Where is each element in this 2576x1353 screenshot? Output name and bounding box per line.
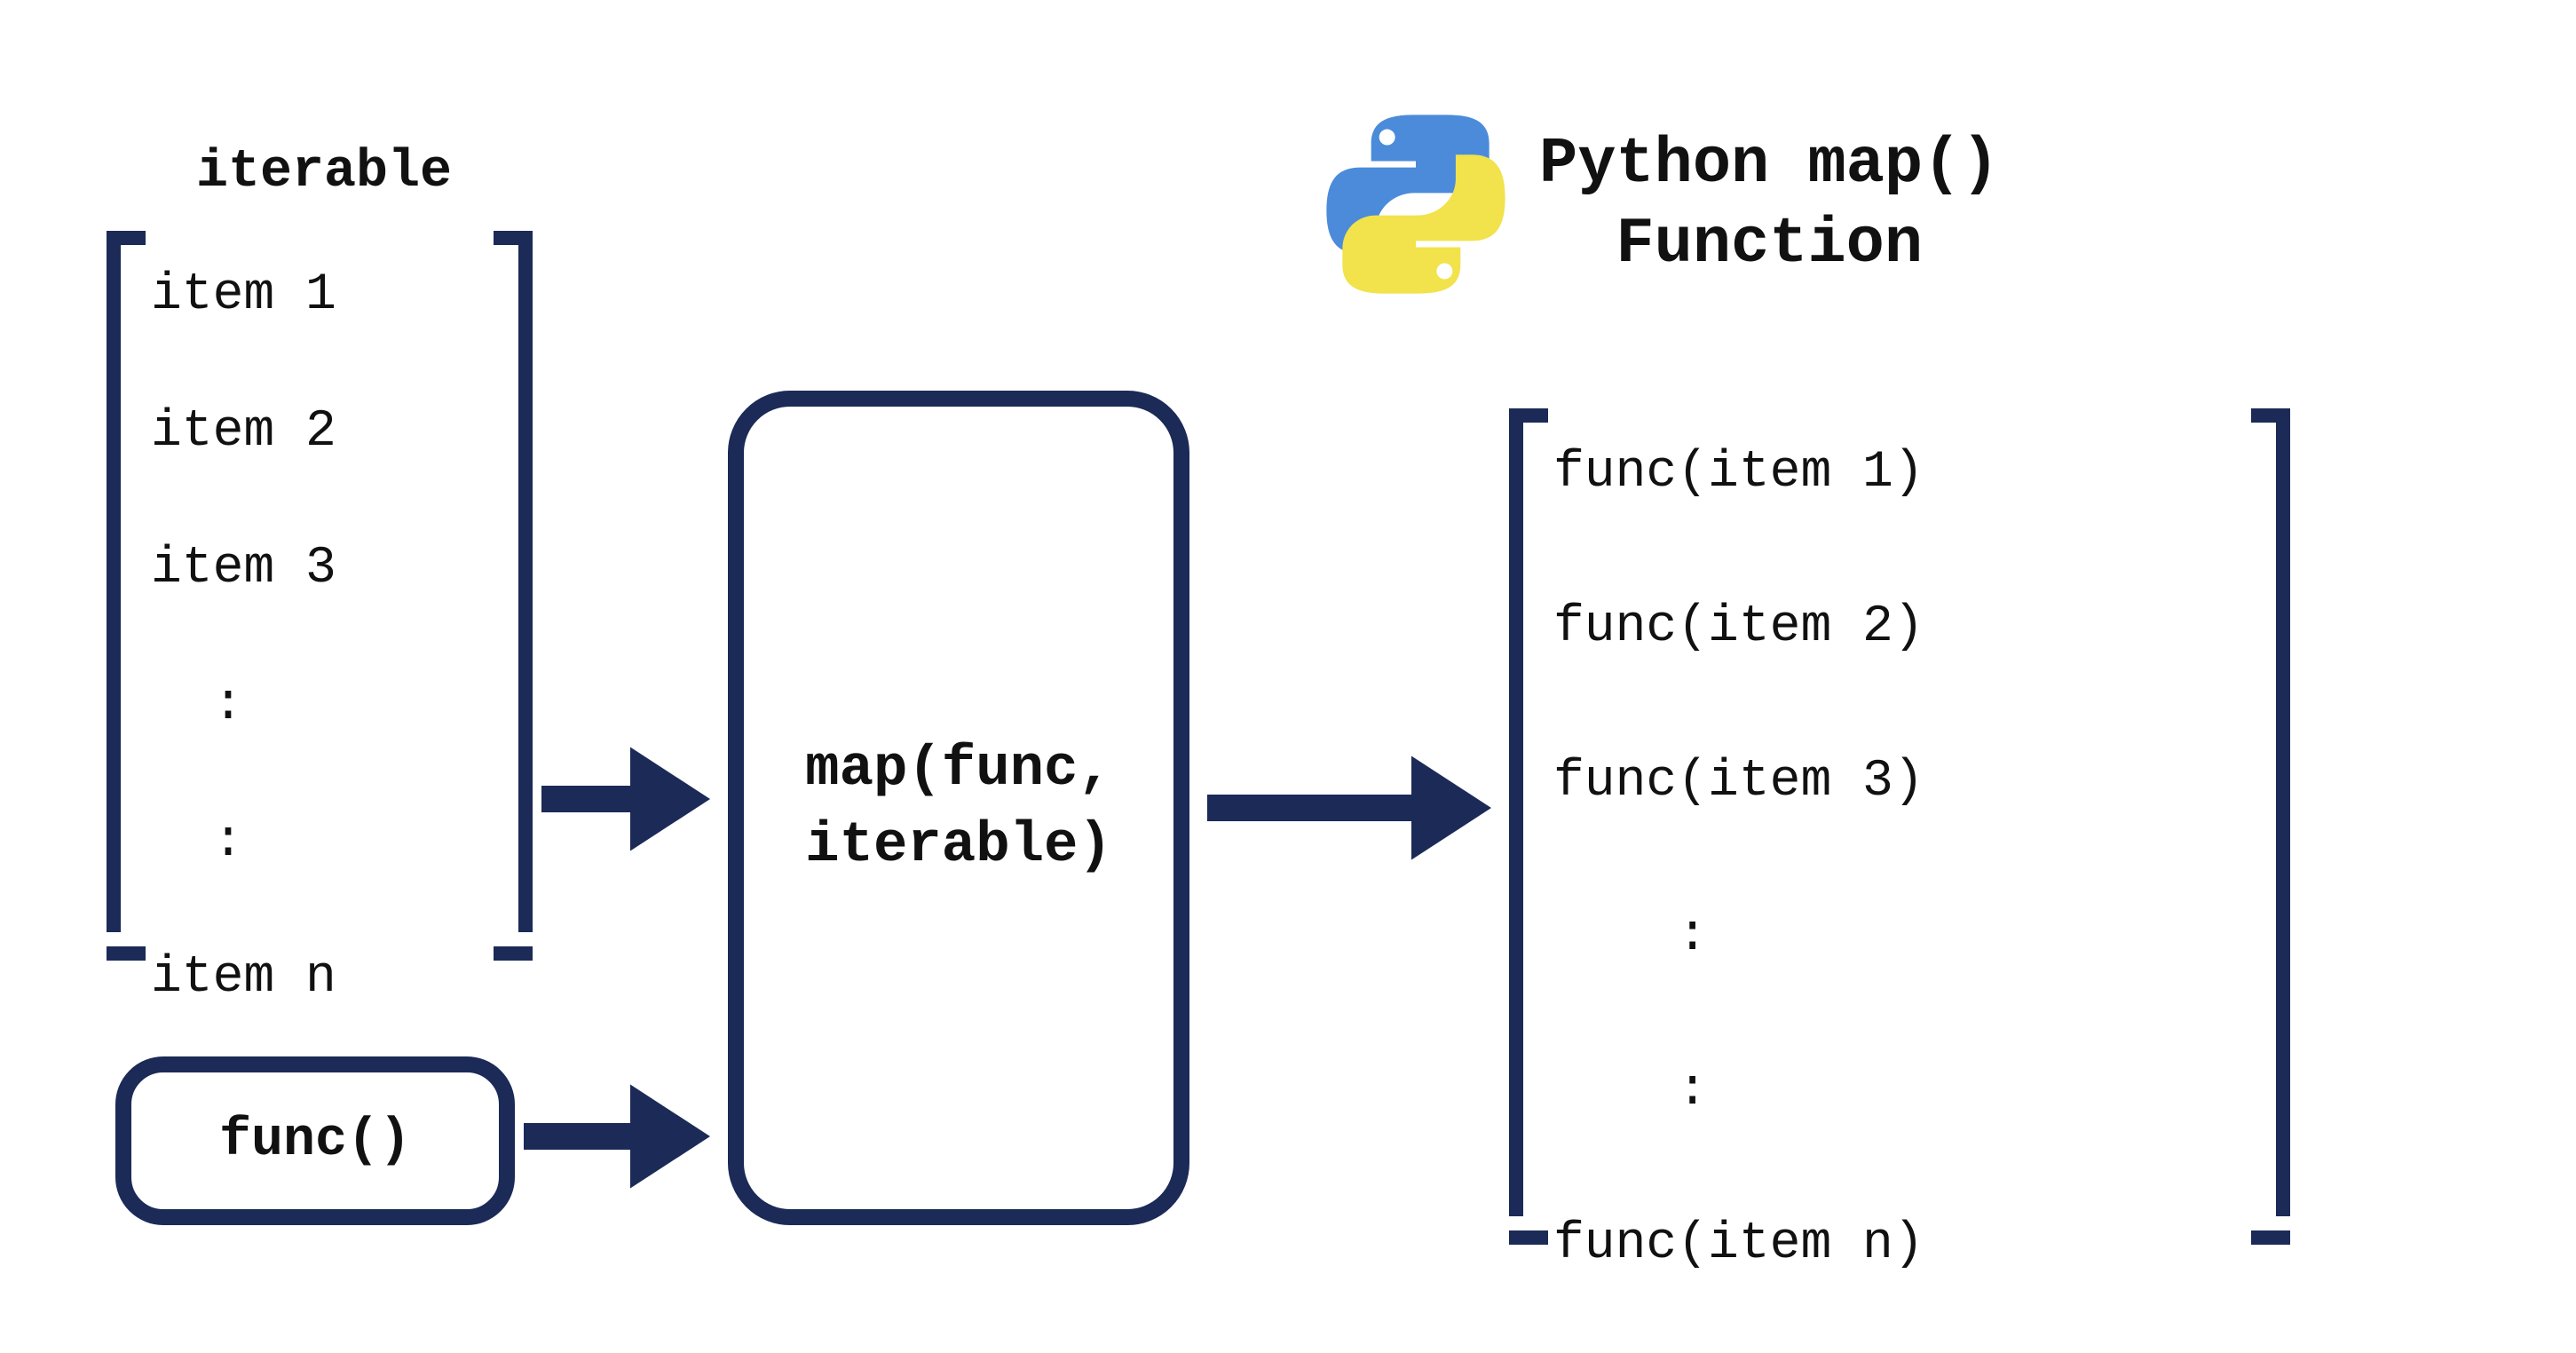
- result-item: func(item n): [1553, 1205, 2246, 1285]
- iterable-label: iterable: [169, 142, 479, 202]
- python-logo-icon: [1314, 102, 1518, 306]
- result-item: func(item 3): [1553, 742, 2246, 822]
- result-items: func(item 1) func(item 2) func(item 3) : :…: [1523, 408, 2276, 1309]
- diagram-title: Python map() Function: [1539, 124, 1999, 284]
- iterable-item: item n: [151, 938, 488, 1018]
- result-item: func(item 2): [1553, 588, 2246, 668]
- result-item: :: [1553, 897, 2246, 977]
- iterable-list-box: item 1item 2item 3 : :item n: [107, 231, 533, 932]
- iterable-items: item 1 item 2 item 3 : : item n: [121, 231, 518, 1043]
- map-call-label: map(func, iterable): [805, 732, 1112, 885]
- iterable-item: item 1: [151, 256, 488, 336]
- result-item: func(item 1): [1553, 433, 2246, 513]
- result-list-box: func(item 1) func(item 2) func(item 3) : :…: [1509, 408, 2290, 1216]
- arrow-func-to-map: [524, 1048, 799, 1225]
- func-box: func(): [115, 1056, 515, 1225]
- func-label: func(): [219, 1111, 411, 1171]
- result-item: :: [1553, 1051, 2246, 1131]
- map-function-diagram: iterable item 1 item 2 item 3 : : item n fu…: [0, 0, 2576, 1353]
- iterable-item: item 3: [151, 529, 488, 609]
- arrow-map-to-result: [1207, 719, 1580, 897]
- arrow-iterable-to-map: [541, 710, 799, 888]
- title-area: Python map() Function: [1314, 102, 1999, 306]
- iterable-item: item 2: [151, 392, 488, 472]
- iterable-item: :: [151, 666, 488, 746]
- iterable-item: :: [151, 803, 488, 882]
